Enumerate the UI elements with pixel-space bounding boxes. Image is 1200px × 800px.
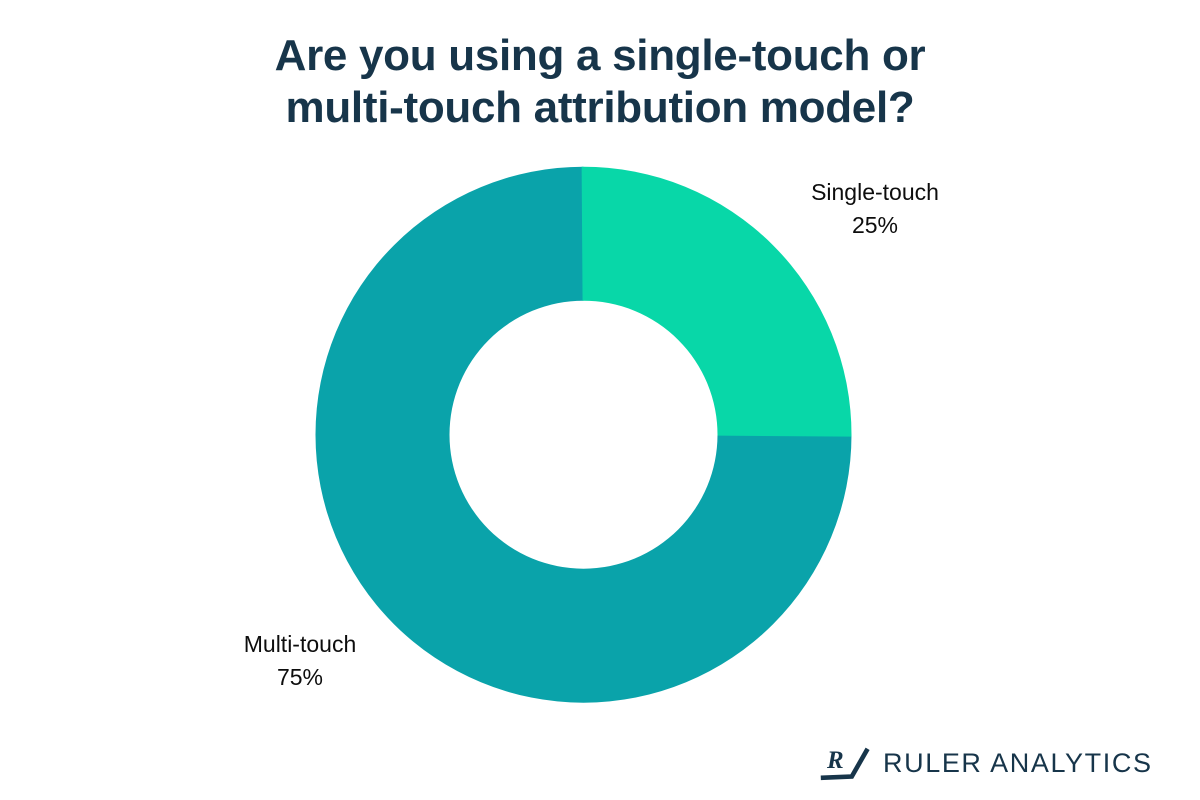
svg-text:R: R	[826, 747, 844, 774]
